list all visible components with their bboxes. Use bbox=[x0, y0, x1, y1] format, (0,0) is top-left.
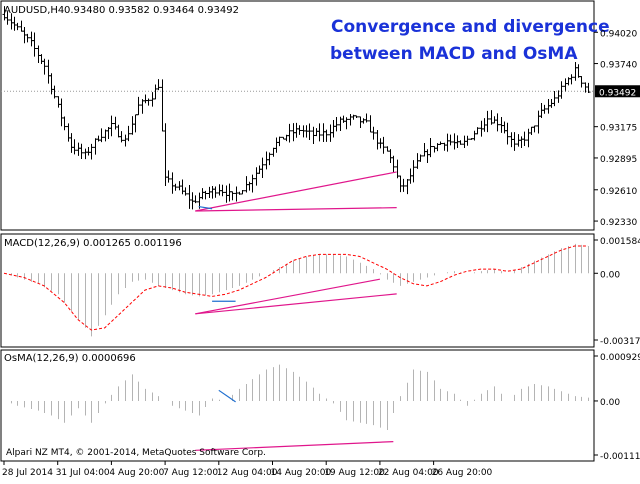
time-tick-label: 31 Jul 04:00 bbox=[56, 468, 110, 478]
macd-histogram bbox=[11, 243, 589, 337]
osma-panel-frame bbox=[0, 349, 595, 462]
price-panel-frame bbox=[0, 0, 595, 231]
divergence-line bbox=[195, 440, 394, 451]
macd-signal-line bbox=[3, 245, 588, 331]
osma-header: OsMA(12,26,9) 0.0000696 bbox=[4, 353, 136, 364]
price-axis: 0.94020 0.93740 0.93175 0.92895 0.92610 0.923… bbox=[594, 29, 640, 228]
annotation-line-1: Convergence and divergence bbox=[331, 17, 610, 37]
copyright-text: Alpari NZ MT4, © 2001-2014, MetaQuotes S… bbox=[6, 448, 266, 458]
price-tick-label: 0.92895 bbox=[600, 155, 637, 165]
axis-tick-label: 0.001584 bbox=[600, 237, 640, 247]
axis-tick-label: -0.001117 bbox=[600, 452, 640, 462]
current-price-label: 0.93492 bbox=[599, 88, 636, 98]
current-price-tag bbox=[595, 85, 640, 98]
osma-divergence-lines bbox=[195, 389, 394, 451]
osma-panel[interactable]: OsMA(12,26,9) 0.0000696 Alpari NZ MT4, ©… bbox=[0, 349, 640, 462]
osma-axis: 0.000929 0.00 -0.001117 bbox=[594, 353, 640, 462]
osma-histogram bbox=[11, 364, 589, 430]
axis-tick-label: -0.003175 bbox=[600, 337, 640, 347]
divergence-line bbox=[195, 171, 397, 212]
time-tick-label: 22 Aug 04:00 bbox=[378, 468, 439, 478]
price-bars bbox=[1, 6, 594, 210]
time-tick-label: 28 Jul 2014 bbox=[2, 468, 53, 478]
convergence-line bbox=[218, 389, 236, 403]
time-tick-label: 26 Aug 20:00 bbox=[432, 468, 493, 478]
price-divergence-lines bbox=[195, 171, 397, 212]
time-axis: 28 Jul 2014 31 Jul 04:00 4 Aug 20:007 Aug … bbox=[2, 461, 493, 478]
price-tick-label: 0.93740 bbox=[600, 61, 637, 71]
price-tick-label: 0.92610 bbox=[600, 187, 637, 197]
time-tick-label: 7 Aug 12:00 bbox=[163, 468, 218, 478]
macd-divergence-lines bbox=[195, 278, 397, 315]
macd-header: MACD(12,26,9) 0.001265 0.001196 bbox=[4, 238, 182, 249]
time-tick-label: 4 Aug 20:00 bbox=[109, 468, 164, 478]
axis-tick-label: 0.00 bbox=[600, 398, 620, 408]
price-header-ohlc: 0.93480 0.93582 0.93464 0.93492 bbox=[64, 5, 239, 16]
axis-tick-label: 0.000929 bbox=[600, 353, 640, 363]
price-tick-label: 0.92330 bbox=[600, 218, 637, 228]
price-tick-label: 0.93175 bbox=[600, 124, 637, 134]
time-tick-label: 14 Aug 20:00 bbox=[271, 468, 332, 478]
price-tick-label: 0.94020 bbox=[600, 29, 637, 39]
time-tick-label: 19 Aug 12:00 bbox=[324, 468, 385, 478]
annotation-line-2: between MACD and OsMA bbox=[330, 44, 578, 64]
convergence-line bbox=[198, 205, 213, 210]
macd-axis: 0.001584 0.00 -0.003175 bbox=[594, 237, 640, 347]
price-header-symbol: AUDUSD,H4 bbox=[4, 5, 64, 16]
divergence-line bbox=[195, 293, 397, 315]
divergence-line bbox=[195, 207, 397, 212]
macd-panel-frame bbox=[0, 233, 595, 348]
macd-panel[interactable]: MACD(12,26,9) 0.001265 0.001196 0.001584… bbox=[0, 233, 640, 348]
axis-tick-label: 0.00 bbox=[600, 270, 620, 280]
time-tick-label: 12 Aug 04:00 bbox=[217, 468, 278, 478]
divergence-line bbox=[195, 278, 381, 315]
price-panel[interactable]: AUDUSD,H4 0.93480 0.93582 0.93464 0.9349… bbox=[0, 0, 640, 231]
